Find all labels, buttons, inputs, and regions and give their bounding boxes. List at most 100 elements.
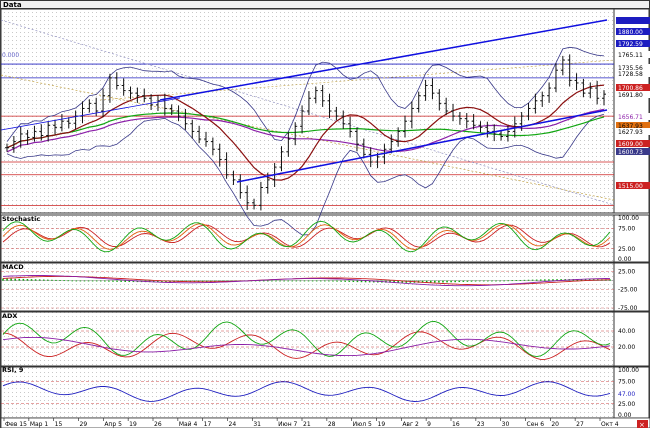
rsi-panel-frame bbox=[0, 366, 615, 419]
date-axis-label: 30 bbox=[502, 421, 510, 428]
macd-histogram-bar bbox=[10, 278, 12, 281]
macd-histogram-bar bbox=[67, 280, 69, 282]
macd-histogram-bar bbox=[128, 280, 131, 283]
macd-histogram-bar bbox=[26, 279, 29, 281]
rsi-axis-label: 25.00 bbox=[618, 401, 635, 408]
macd-histogram-bar bbox=[132, 280, 135, 283]
macd-histogram-bar bbox=[189, 280, 192, 282]
macd-histogram-bar bbox=[311, 280, 314, 282]
macd-histogram-bar bbox=[356, 280, 359, 283]
price-axis-label: 1728.58 bbox=[618, 71, 643, 78]
macd-histogram-bar bbox=[429, 280, 432, 283]
macd-histogram-bar bbox=[222, 280, 224, 282]
macd-histogram-bar bbox=[421, 280, 424, 283]
moving-average-mid bbox=[6, 108, 605, 153]
macd-histogram-bar bbox=[478, 280, 481, 282]
title-bar bbox=[0, 0, 650, 9]
macd-histogram-bar bbox=[30, 279, 33, 281]
price-axis-label: 1515.00 bbox=[618, 183, 643, 190]
price-axis-label: 1600.73 bbox=[618, 149, 643, 156]
macd-histogram-bar bbox=[560, 279, 562, 281]
adx-plot bbox=[1, 321, 614, 360]
macd-axis-label: 25.00 bbox=[618, 268, 635, 275]
macd-histogram-bar bbox=[201, 280, 204, 282]
bollinger-lower-band bbox=[6, 113, 605, 236]
macd-histogram-bar bbox=[332, 280, 334, 282]
macd-histogram-bar bbox=[336, 280, 338, 282]
price-label-badge bbox=[616, 70, 650, 77]
macd-histogram-bar bbox=[157, 280, 159, 283]
macd-histogram-bar bbox=[507, 280, 509, 282]
price-label-badge bbox=[616, 40, 650, 47]
date-axis: Фев 15 Мар 1 15 29 Апр 5 19 26 Май 4 17 24 31 Июн 7… bbox=[0, 417, 650, 429]
close-button[interactable]: × bbox=[637, 420, 648, 429]
date-axis-label: 21 bbox=[303, 421, 311, 428]
adx-axis-label: 40.00 bbox=[618, 328, 635, 335]
macd-histogram-bar bbox=[262, 280, 265, 282]
rsi-series-line bbox=[2, 381, 611, 402]
date-axis-label: 15 bbox=[55, 421, 63, 428]
macd-histogram-bar bbox=[511, 280, 514, 282]
macd-histogram-bar bbox=[51, 279, 53, 281]
macd-histogram-bar bbox=[291, 280, 294, 282]
price-axis-label: 1735.56 bbox=[618, 65, 643, 72]
date-axis-label: 27 bbox=[576, 421, 584, 428]
macd-histogram-bar bbox=[397, 280, 399, 283]
macd-histogram-bar bbox=[283, 280, 285, 282]
macd-histogram-bar bbox=[205, 280, 208, 282]
price-label-badge bbox=[616, 91, 650, 98]
macd-histogram-bar bbox=[482, 280, 485, 282]
macd-histogram-bar bbox=[535, 279, 538, 281]
date-axis-label: 16 bbox=[452, 421, 460, 428]
macd-histogram-bar bbox=[22, 278, 25, 281]
macd-axis-frame bbox=[613, 262, 650, 312]
macd-histogram-bar bbox=[539, 279, 542, 281]
date-axis-label: Сен 6 bbox=[527, 421, 545, 428]
stochastic-axis-label: 25.00 bbox=[618, 246, 635, 253]
macd-histogram-bar bbox=[59, 280, 61, 281]
adx-panel-title: ADX bbox=[2, 312, 17, 320]
date-axis-label: 23 bbox=[477, 421, 485, 428]
macd-histogram-bar bbox=[486, 280, 489, 282]
macd-plot bbox=[1, 271, 614, 309]
channel-mid-line bbox=[0, 97, 181, 131]
macd-histogram-bar bbox=[389, 280, 391, 283]
macd-histogram-bar bbox=[527, 279, 530, 281]
macd-histogram-bar bbox=[218, 280, 220, 282]
date-axis-label: 20 bbox=[551, 421, 559, 428]
macd-histogram-bar bbox=[303, 280, 306, 282]
macd-histogram-bar bbox=[544, 279, 546, 281]
macd-histogram-bar bbox=[209, 280, 212, 282]
stochastic-panel-title: Stochastic bbox=[2, 215, 40, 223]
macd-histogram-bar bbox=[104, 280, 106, 282]
macd-histogram-bar bbox=[95, 280, 98, 282]
macd-histogram-bar bbox=[531, 279, 534, 281]
price-label-badge bbox=[616, 51, 650, 58]
macd-histogram-bar bbox=[425, 280, 428, 283]
macd-histogram-bar bbox=[275, 280, 277, 282]
dotted-trend-line bbox=[0, 19, 615, 206]
macd-histogram-bar bbox=[6, 278, 8, 281]
macd-histogram-bar bbox=[42, 279, 45, 281]
macd-histogram-bar bbox=[47, 279, 49, 281]
adx-panel-frame bbox=[0, 311, 615, 367]
macd-histogram-bar bbox=[307, 280, 310, 282]
macd-histogram-bar bbox=[193, 280, 196, 282]
date-axis-label: 19 bbox=[129, 421, 137, 428]
rsi-axis-label: 100.00 bbox=[618, 367, 639, 374]
price-axis-label: 1656.71 bbox=[618, 114, 643, 121]
macd-histogram-bar bbox=[152, 280, 155, 283]
macd-histogram-bar bbox=[271, 280, 273, 282]
macd-histogram-bar bbox=[99, 280, 102, 282]
macd-histogram-bar bbox=[458, 280, 461, 283]
macd-histogram-bar bbox=[83, 280, 86, 282]
macd-histogram-bar bbox=[393, 280, 395, 283]
rsi-axis-frame bbox=[613, 366, 650, 419]
date-axis-label: 19 bbox=[378, 421, 386, 428]
date-axis-label: Май 4 bbox=[179, 421, 198, 428]
macd-histogram-bar bbox=[454, 280, 456, 283]
macd-histogram-bar bbox=[34, 279, 37, 281]
